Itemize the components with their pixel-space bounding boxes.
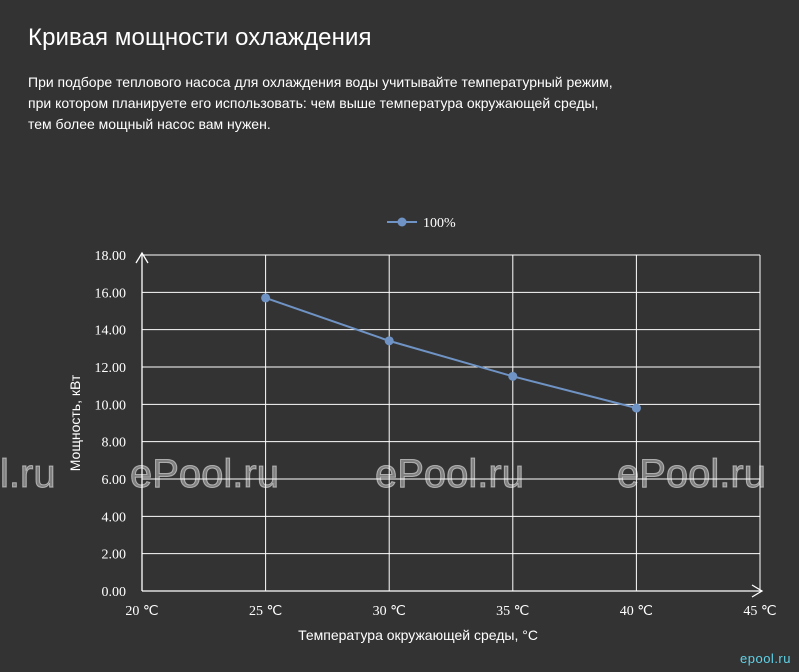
x-axis-arrow xyxy=(751,584,764,598)
y-tick-label: 16.00 xyxy=(95,286,127,301)
y-tick-label: 6.00 xyxy=(102,473,127,488)
axes xyxy=(135,251,764,598)
watermark: l.ru xyxy=(0,452,56,497)
legend-marker xyxy=(397,217,407,227)
y-tick-label: 4.00 xyxy=(102,510,127,525)
x-tick-label: 30 ℃ xyxy=(373,604,406,619)
watermark: ePool.ru xyxy=(617,452,767,497)
x-tick-label: 45 ℃ xyxy=(743,604,776,619)
data-point xyxy=(384,336,394,346)
x-tick-label: 25 ℃ xyxy=(249,604,282,619)
y-axis-title: Мощность, кВт xyxy=(67,374,83,471)
y-tick-label: 12.00 xyxy=(95,361,127,376)
watermark: ePool.ru xyxy=(130,452,280,497)
x-axis-title: Температура окружающей среды, °C xyxy=(298,627,538,643)
tick-labels: 0.00 2.00 4.00 6.00 8.00 10.00 12.00 14.00 16.00… xyxy=(95,249,777,619)
y-tick-label: 2.00 xyxy=(102,548,127,563)
watermark: ePool.ru xyxy=(375,452,525,497)
y-tick-label: 0.00 xyxy=(102,585,127,600)
y-axis-arrow xyxy=(135,251,149,264)
page-title: Кривая мощности охлаждения xyxy=(28,24,372,51)
legend-label: 100% xyxy=(423,216,456,231)
series-line xyxy=(265,296,637,410)
grid-lines xyxy=(142,254,761,591)
y-tick-label: 10.00 xyxy=(95,398,127,413)
corner-watermark: epool.ru xyxy=(740,651,791,666)
data-point xyxy=(508,371,518,381)
data-point xyxy=(261,293,271,303)
legend: 100% xyxy=(387,216,456,231)
description-line: При подборе теплового насоса для охлажде… xyxy=(28,74,613,90)
x-tick-label: 35 ℃ xyxy=(496,604,529,619)
description-line: при котором планируете его использовать:… xyxy=(28,95,599,111)
y-tick-label: 14.00 xyxy=(95,324,127,339)
x-tick-label: 20 ℃ xyxy=(125,604,158,619)
series-100 xyxy=(261,293,641,413)
description-text: При подборе теплового насоса для охлажде… xyxy=(28,72,668,135)
description-line: тем более мощный насос вам нужен. xyxy=(28,116,271,132)
cooling-power-chart: 0.00 2.00 4.00 6.00 8.00 10.00 12.00 14.00 16.00… xyxy=(67,216,777,643)
x-tick-label: 40 ℃ xyxy=(620,604,653,619)
data-point xyxy=(631,403,641,413)
y-tick-label: 8.00 xyxy=(102,436,127,451)
y-tick-label: 18.00 xyxy=(95,249,127,264)
